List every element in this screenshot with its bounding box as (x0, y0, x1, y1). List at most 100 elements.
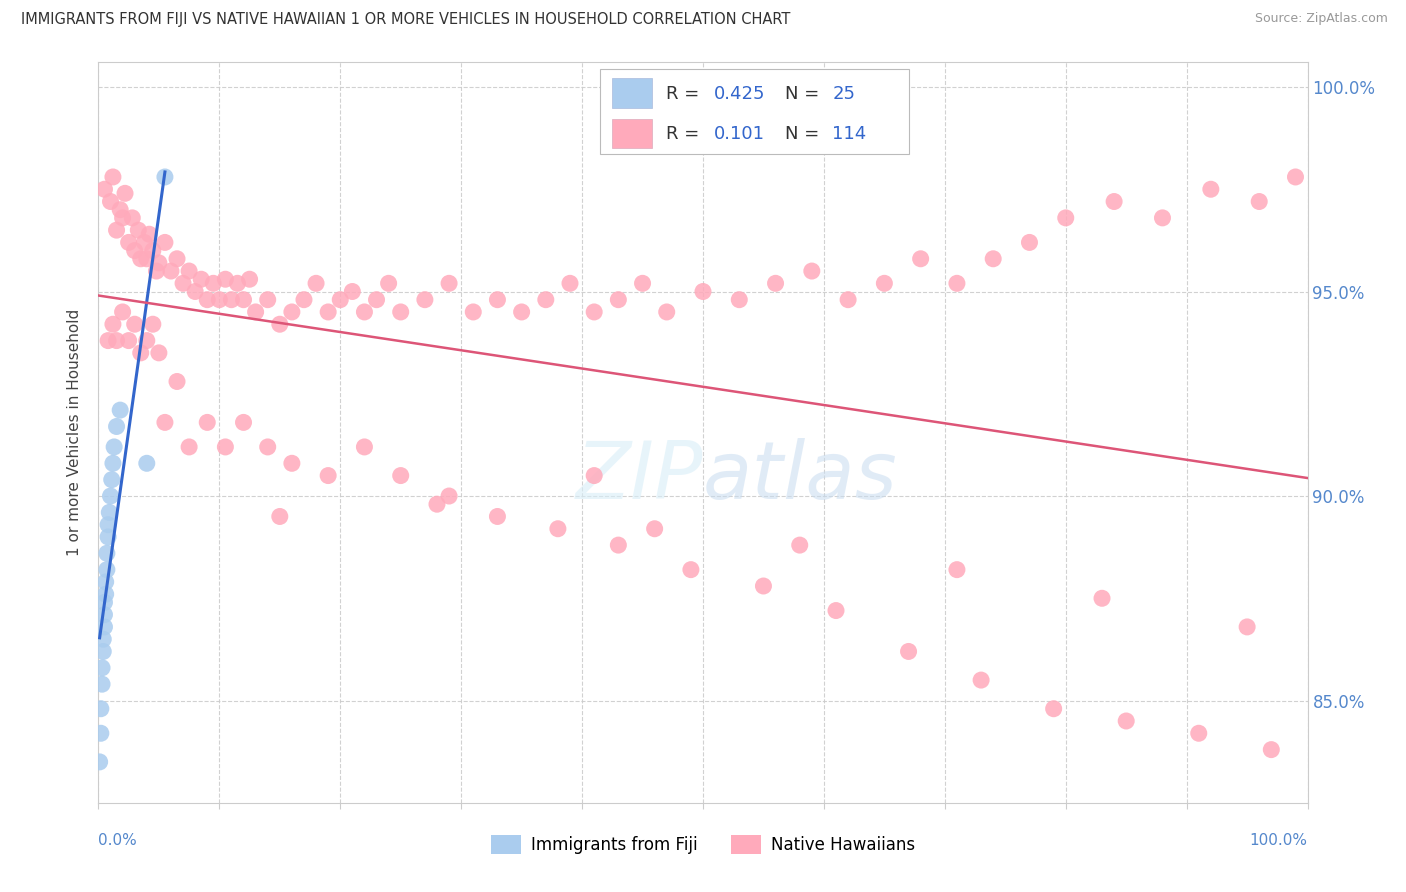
Point (108, 403, 131, 417)
Point (679, 563, 702, 577)
Point (129, 252, 152, 266)
Point (190, 272, 212, 286)
Point (96, 563, 118, 577)
Point (692, 285, 714, 299)
Point (101, 169, 124, 184)
Point (897, 644, 920, 658)
Point (148, 346, 170, 360)
Point (214, 440, 236, 454)
Point (1054, 211, 1077, 225)
Point (111, 305, 134, 319)
Point (91, 644, 114, 658)
Point (631, 277, 654, 291)
Point (135, 334, 157, 348)
Point (873, 277, 896, 291)
Point (172, 277, 194, 291)
Point (127, 223, 149, 237)
Point (1115, 714, 1137, 728)
Text: ZIP: ZIP (575, 438, 703, 516)
Point (111, 211, 134, 225)
Point (1042, 702, 1064, 716)
Point (142, 244, 165, 258)
Point (93, 620, 115, 634)
Point (90, 702, 112, 716)
Point (837, 293, 859, 307)
Text: 0.101: 0.101 (714, 125, 765, 143)
Text: 25: 25 (832, 85, 855, 103)
Text: IMMIGRANTS FROM FIJI VS NATIVE HAWAIIAN 1 OR MORE VEHICLES IN HOUSEHOLD CORRELAT: IMMIGRANTS FROM FIJI VS NATIVE HAWAIIAN … (21, 12, 790, 27)
Point (583, 468, 606, 483)
Point (93, 607, 115, 622)
Point (256, 293, 278, 307)
Point (353, 440, 375, 454)
Point (486, 509, 509, 524)
Point (607, 538, 630, 552)
Point (89, 755, 111, 769)
Point (100, 473, 122, 487)
Point (316, 468, 339, 483)
Point (202, 277, 225, 291)
Point (366, 293, 388, 307)
Point (1188, 726, 1211, 740)
Point (179, 440, 201, 454)
Point (160, 264, 183, 278)
Point (118, 235, 141, 250)
Point (153, 416, 176, 430)
Point (184, 285, 207, 299)
Point (94, 587, 117, 601)
Point (91, 632, 114, 647)
Point (91, 661, 114, 675)
Point (118, 334, 141, 348)
Point (239, 272, 262, 286)
Text: R =: R = (665, 85, 704, 103)
Point (97, 334, 120, 348)
Point (94, 574, 117, 589)
Point (644, 522, 666, 536)
Point (981, 252, 1004, 266)
Text: N =: N = (785, 125, 825, 143)
Point (148, 256, 170, 270)
Point (90, 726, 112, 740)
Point (101, 456, 124, 470)
Point (1249, 194, 1271, 209)
Point (135, 252, 157, 266)
Point (221, 293, 243, 307)
Point (1018, 235, 1040, 250)
Text: 100.0%: 100.0% (1250, 833, 1308, 848)
Text: R =: R = (665, 125, 704, 143)
Point (292, 293, 315, 307)
Point (145, 264, 167, 278)
Point (353, 305, 375, 319)
Point (316, 305, 339, 319)
Point (256, 440, 278, 454)
Point (463, 305, 485, 319)
Point (269, 317, 291, 331)
Point (752, 579, 775, 593)
Point (1284, 169, 1306, 184)
Point (1091, 591, 1114, 606)
Legend: Immigrants from Fiji, Native Hawaiians: Immigrants from Fiji, Native Hawaiians (484, 829, 922, 861)
Point (98, 505, 121, 519)
Point (970, 673, 993, 687)
Point (93, 182, 115, 196)
Point (342, 285, 364, 299)
Point (138, 227, 160, 242)
Point (135, 456, 157, 470)
Point (305, 277, 328, 291)
Point (153, 169, 176, 184)
Point (269, 509, 291, 524)
Point (226, 277, 249, 291)
Point (377, 277, 399, 291)
Point (510, 305, 533, 319)
Point (142, 317, 165, 331)
Point (583, 305, 606, 319)
Point (195, 293, 218, 307)
Point (329, 293, 352, 307)
Point (124, 317, 146, 331)
Point (437, 489, 460, 503)
Point (101, 317, 124, 331)
Point (1152, 211, 1174, 225)
Point (129, 346, 152, 360)
Point (108, 202, 131, 217)
Point (413, 293, 436, 307)
